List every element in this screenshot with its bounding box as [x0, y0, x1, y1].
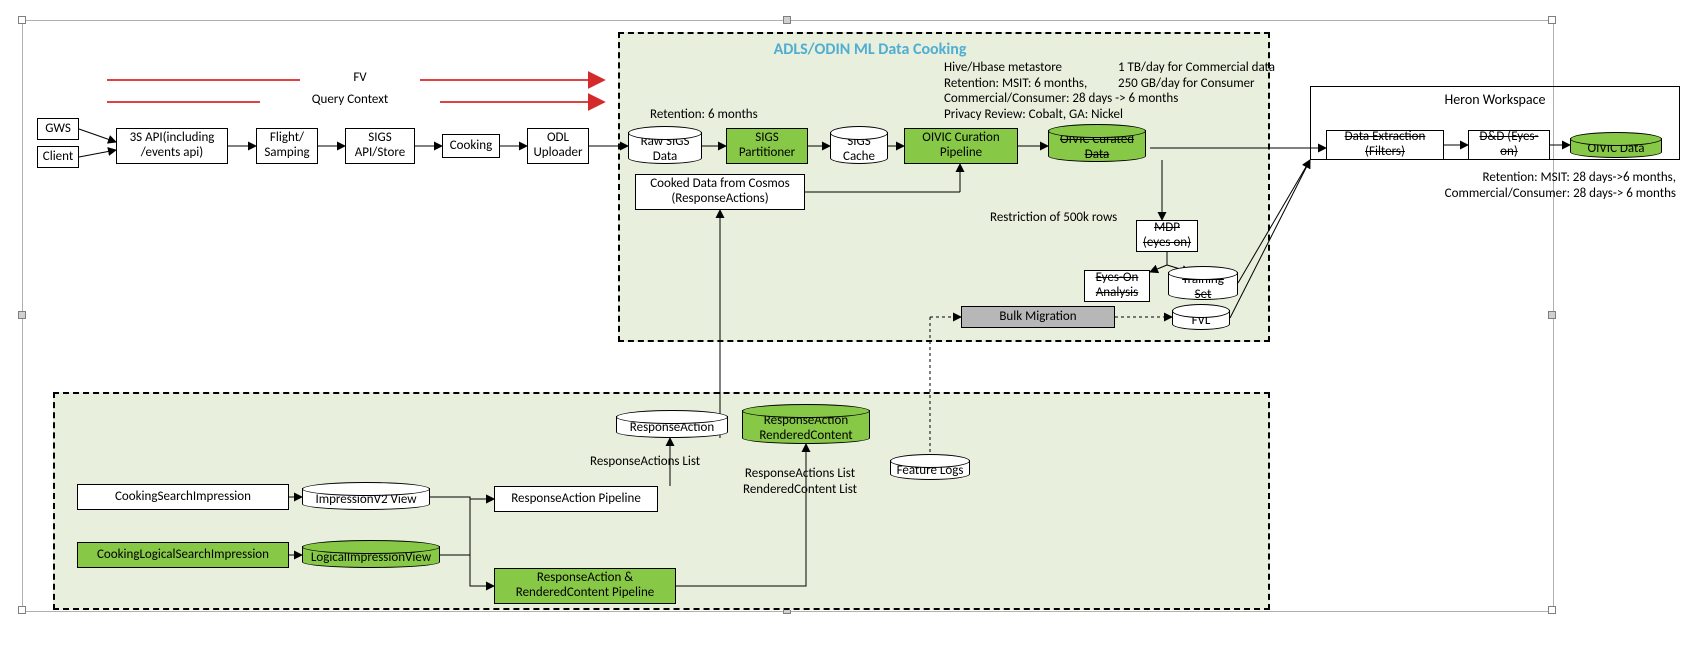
node-label: Cooked Data from Cosmos (ResponseActions… — [640, 177, 800, 207]
node-flight[interactable]: Flight/ Samping — [256, 128, 318, 164]
node-client[interactable]: Client — [37, 146, 79, 168]
node-label: ResponseAction RenderedContent — [747, 414, 865, 444]
node-bulk-migration[interactable]: Bulk Migration — [961, 306, 1115, 328]
node-label: Client — [43, 150, 73, 165]
node-sigs-partitioner[interactable]: SIGS Partitioner — [726, 128, 808, 164]
node-feature-logs[interactable]: Feature Logs — [890, 454, 970, 480]
title-heron: Heron Workspace — [1310, 92, 1680, 109]
sel-handle-se[interactable] — [1548, 606, 1556, 614]
node-sigs-api[interactable]: SIGS API/Store — [345, 128, 415, 164]
sel-handle-n[interactable] — [783, 16, 791, 24]
label-retention-6mo: Retention: 6 months — [650, 107, 758, 123]
node-label: SIGS API/Store — [350, 131, 410, 161]
node-cooked-data[interactable]: Cooked Data from Cosmos (ResponseActions… — [635, 174, 805, 210]
label-ra-list: ResponseActions List — [590, 454, 700, 470]
sel-handle-nw[interactable] — [18, 16, 26, 24]
sel-handle-sw[interactable] — [18, 606, 26, 614]
node-label: Cooking — [450, 139, 493, 154]
label-restriction: Restriction of 500k rows — [990, 210, 1117, 226]
label-heron-retention: Retention: MSIT: 28 days->6 months, Comm… — [1396, 170, 1676, 201]
node-training-set[interactable]: Training Set — [1168, 266, 1238, 300]
node-csi[interactable]: CookingSearchImpression — [77, 484, 289, 510]
node-ra-rendered-content[interactable]: ResponseAction RenderedContent — [742, 404, 870, 444]
node-label: OIVIC Curation Pipeline — [909, 131, 1013, 161]
node-fvl[interactable]: FVL — [1172, 304, 1230, 330]
node-label: Flight/ Samping — [261, 131, 313, 161]
label-query-context: Query Context — [260, 92, 440, 108]
label-fv: FV — [300, 70, 420, 86]
title-adls-odin: ADLS/ODIN ML Data Cooking — [720, 40, 1020, 59]
node-response-action[interactable]: ResponseAction — [616, 410, 728, 438]
node-label: D&D (Eyes-on) — [1473, 130, 1545, 160]
node-label: SIGS Partitioner — [731, 131, 803, 161]
node-mdp[interactable]: MDP (eyes on) — [1136, 220, 1198, 252]
node-label: ODL Uploader — [532, 131, 584, 161]
node-label: CookingSearchImpression — [115, 490, 251, 505]
node-rarc-pipe[interactable]: ResponseAction & RenderedContent Pipelin… — [494, 568, 676, 604]
node-dd[interactable]: D&D (Eyes-on) — [1468, 130, 1550, 160]
node-gws[interactable]: GWS — [37, 118, 79, 140]
node-label: Data Extraction (Filters) — [1331, 130, 1439, 160]
node-label: ResponseAction Pipeline — [511, 492, 641, 507]
sel-handle-w[interactable] — [18, 311, 26, 319]
sel-handle-e[interactable] — [1548, 311, 1556, 319]
node-sigs-cache[interactable]: SIGS Cache — [830, 126, 888, 164]
node-label: GWS — [45, 122, 71, 137]
node-clsi[interactable]: CookingLogicalSearchImpression — [77, 542, 289, 568]
node-label: ResponseAction & RenderedContent Pipelin… — [499, 571, 671, 601]
node-label: MDP (eyes on) — [1141, 221, 1193, 251]
label-tb-block: 1 TB/day for Commercial data 250 GB/day … — [1118, 60, 1318, 91]
node-label: Eyes-On Analysis — [1089, 271, 1145, 301]
node-raw-sigs[interactable]: Raw SIGS Data — [628, 126, 702, 164]
node-label: Bulk Migration — [999, 310, 1076, 325]
node-label: CookingLogicalSearchImpression — [97, 548, 269, 563]
sel-handle-ne[interactable] — [1548, 16, 1556, 24]
label-ra-rc-list: ResponseActions List RenderedContent Lis… — [720, 466, 880, 497]
node-cooking[interactable]: Cooking — [442, 134, 500, 158]
node-rap[interactable]: ResponseAction Pipeline — [494, 486, 658, 512]
node-oivic-data-heron[interactable]: OIVIC Data — [1570, 132, 1662, 158]
node-3s-api[interactable]: 3S API(including /events api) — [116, 128, 228, 164]
node-eyeson[interactable]: Eyes-On Analysis — [1084, 270, 1150, 302]
node-oivic-curated-data[interactable]: OIVIC Curated Data — [1048, 124, 1146, 162]
node-oivic-pipeline[interactable]: OIVIC Curation Pipeline — [904, 128, 1018, 164]
node-liv[interactable]: LogicalImpressionView — [302, 540, 440, 568]
node-odl[interactable]: ODL Uploader — [527, 128, 589, 164]
node-label: 3S API(including /events api) — [121, 131, 223, 161]
node-iv2[interactable]: ImpressionV2 View — [302, 482, 430, 510]
node-data-extraction[interactable]: Data Extraction (Filters) — [1326, 130, 1444, 160]
